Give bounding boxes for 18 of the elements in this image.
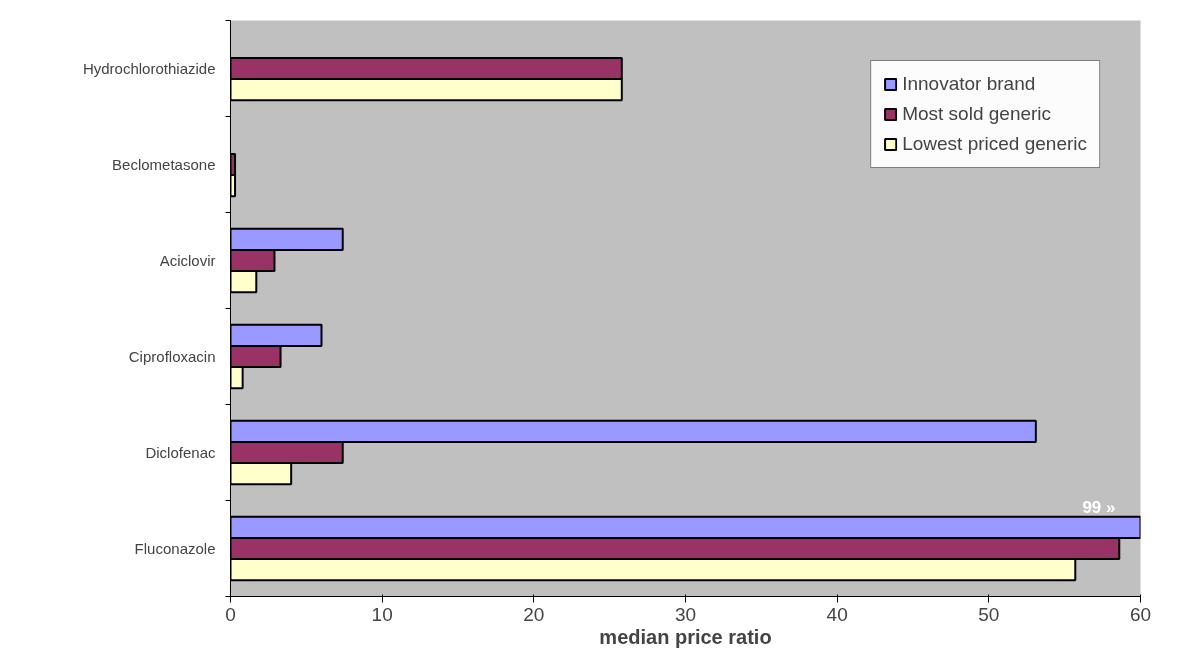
y-tick-label: Ciprofloxacin	[128, 348, 216, 365]
annotation: 99 »	[1082, 497, 1116, 517]
x-axis-title: median price ratio	[599, 625, 772, 648]
x-tick-label: 20	[523, 603, 545, 625]
y-tick-label: Diclofenac	[145, 444, 216, 461]
x-tick-label: 60	[1129, 603, 1152, 625]
x-tick-label: 10	[371, 603, 393, 625]
y-tick-label: Beclometasone	[112, 156, 216, 173]
legend-label: Lowest priced generic	[902, 133, 1087, 155]
y-tick-label: Hydrochlorothiazide	[82, 60, 216, 77]
x-tick-label: 50	[978, 603, 1000, 625]
y-tick-label: Aciclovir	[159, 252, 216, 269]
x-tick-label: 40	[826, 603, 848, 625]
legend-label: Innovator brand	[902, 73, 1036, 95]
legend-label: Most sold generic	[902, 103, 1052, 125]
y-tick-label: Fluconazole	[134, 540, 216, 557]
x-tick-label: 0	[225, 603, 236, 625]
x-tick-label: 30	[674, 603, 697, 625]
